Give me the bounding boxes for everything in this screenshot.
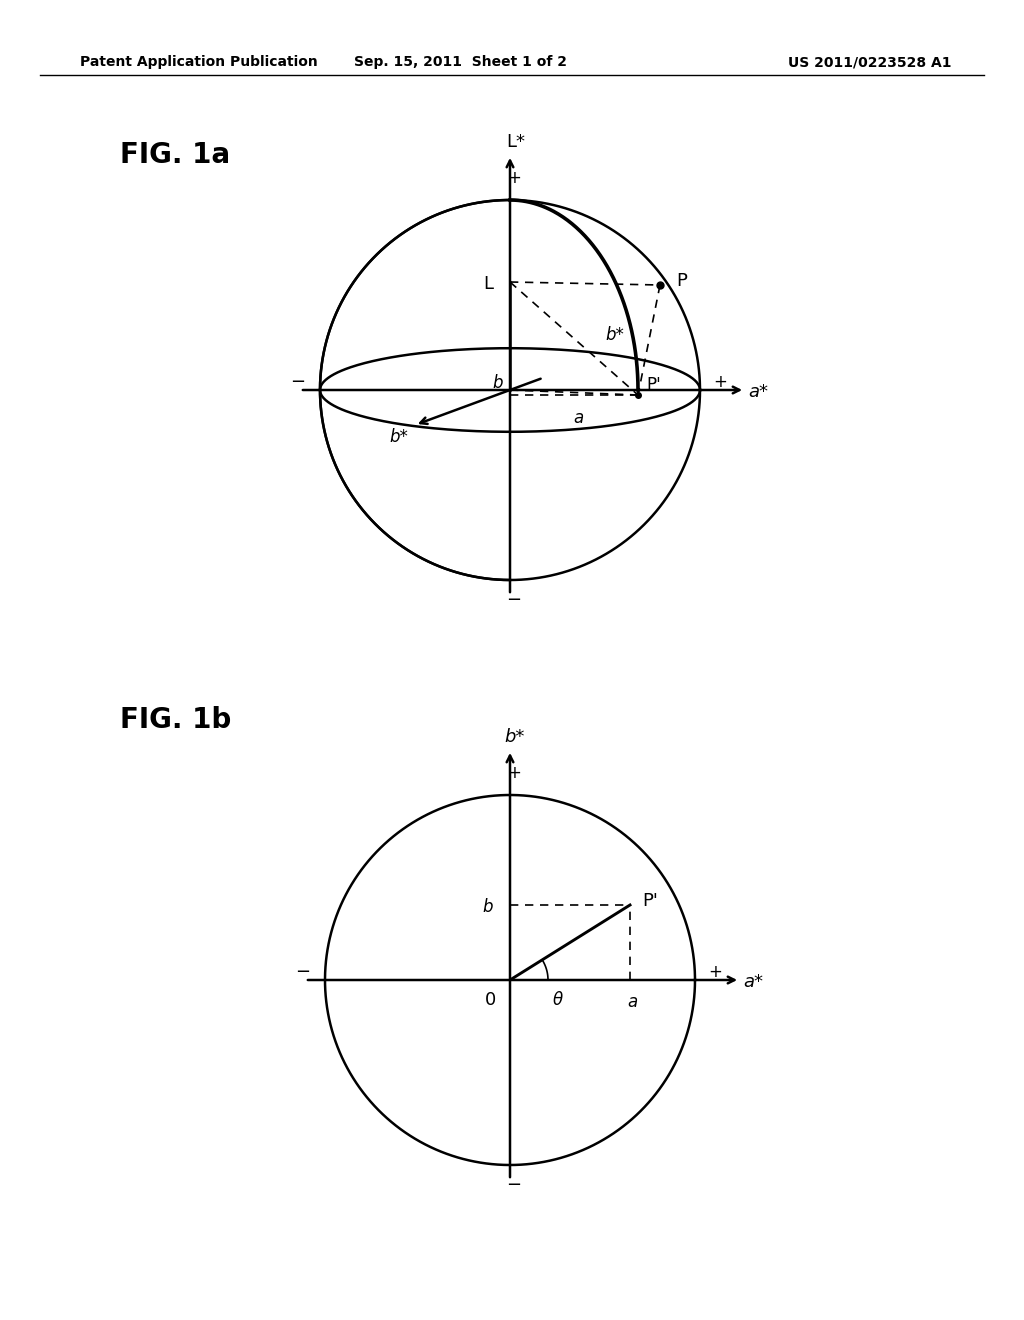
Text: FIG. 1a: FIG. 1a bbox=[120, 141, 230, 169]
Text: +: + bbox=[713, 374, 727, 391]
Text: P': P' bbox=[646, 376, 660, 393]
Text: θ: θ bbox=[553, 991, 563, 1008]
Text: −: − bbox=[291, 374, 305, 391]
Text: −: − bbox=[507, 591, 521, 609]
Text: +: + bbox=[507, 169, 521, 187]
Text: +: + bbox=[507, 764, 521, 781]
Text: L: L bbox=[483, 275, 493, 293]
Text: 0: 0 bbox=[484, 991, 496, 1008]
Text: a: a bbox=[627, 993, 637, 1011]
Text: a*: a* bbox=[748, 383, 768, 401]
Text: P: P bbox=[676, 272, 687, 290]
Text: Sep. 15, 2011  Sheet 1 of 2: Sep. 15, 2011 Sheet 1 of 2 bbox=[353, 55, 566, 69]
Text: b*: b* bbox=[505, 729, 525, 746]
Text: b: b bbox=[493, 374, 503, 392]
Text: P': P' bbox=[642, 892, 657, 909]
Text: L*: L* bbox=[507, 133, 525, 150]
Text: −: − bbox=[507, 1176, 521, 1195]
Text: US 2011/0223528 A1: US 2011/0223528 A1 bbox=[788, 55, 951, 69]
Text: a: a bbox=[572, 409, 583, 426]
Text: −: − bbox=[296, 964, 310, 981]
Text: b*: b* bbox=[389, 428, 409, 446]
Text: a*: a* bbox=[743, 973, 763, 991]
Text: Patent Application Publication: Patent Application Publication bbox=[80, 55, 317, 69]
Text: FIG. 1b: FIG. 1b bbox=[120, 706, 231, 734]
Text: +: + bbox=[708, 964, 722, 981]
Text: b: b bbox=[482, 898, 494, 916]
Text: b*: b* bbox=[605, 326, 625, 345]
